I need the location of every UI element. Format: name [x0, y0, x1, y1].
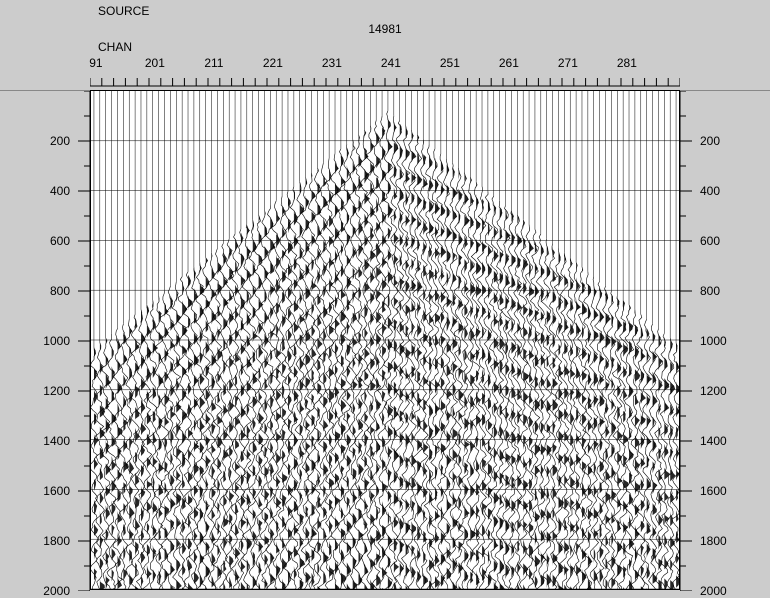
- channel-axis: 91 201 211 221 231 241 251 261 271 281: [90, 56, 680, 90]
- time-tick-label: 1400: [43, 434, 70, 448]
- time-tick-label: 1600: [43, 484, 70, 498]
- time-tick-label: 400: [50, 184, 70, 198]
- time-tick-label: 1200: [43, 384, 70, 398]
- channel-tick-label: 231: [322, 56, 342, 70]
- time-tick-label: 1200: [700, 384, 727, 398]
- left-axis-panel: Time (ms) 200400600800100012001400160018…: [0, 90, 90, 590]
- time-tick-label: 200: [700, 134, 720, 148]
- seismic-plot-area[interactable]: [90, 90, 680, 590]
- time-tick-label: 2000: [43, 584, 70, 598]
- seismic-viewer-root: SOURCE 14981 CHAN 91 201 211 221 231 241 251 26…: [0, 0, 770, 590]
- time-tick-label: 1800: [700, 534, 727, 548]
- channel-tick-label: 251: [440, 56, 460, 70]
- right-axis-panel: Time (ms) 200400600800100012001400160018…: [680, 90, 770, 590]
- time-tick-label: 1000: [700, 334, 727, 348]
- time-tick-label: 400: [700, 184, 720, 198]
- source-value: 14981: [90, 22, 680, 36]
- time-tick-label: 800: [700, 284, 720, 298]
- time-tick-label: 200: [50, 134, 70, 148]
- time-tick-label: 1000: [43, 334, 70, 348]
- seismic-wiggle-plot: [91, 91, 679, 589]
- channel-tick-label: 221: [263, 56, 283, 70]
- header-area: SOURCE 14981 CHAN 91 201 211 221 231 241 251 26…: [90, 0, 680, 90]
- channel-tick-label: 211: [204, 56, 223, 70]
- time-tick-label: 1400: [700, 434, 727, 448]
- channel-tick-label: 271: [558, 56, 578, 70]
- chan-label: CHAN: [98, 40, 132, 54]
- source-label: SOURCE: [98, 4, 149, 18]
- channel-tick-label: 261: [499, 56, 519, 70]
- channel-tick-label: 91: [89, 56, 102, 70]
- time-tick-label: 1800: [43, 534, 70, 548]
- time-tick-label: 2000: [700, 584, 727, 598]
- channel-tick-label: 201: [145, 56, 165, 70]
- time-tick-label: 1600: [700, 484, 727, 498]
- time-tick-label: 600: [700, 234, 720, 248]
- channel-tick-label: 241: [381, 56, 401, 70]
- channel-tick-label: 281: [617, 56, 637, 70]
- time-tick-label: 800: [50, 284, 70, 298]
- time-tick-label: 600: [50, 234, 70, 248]
